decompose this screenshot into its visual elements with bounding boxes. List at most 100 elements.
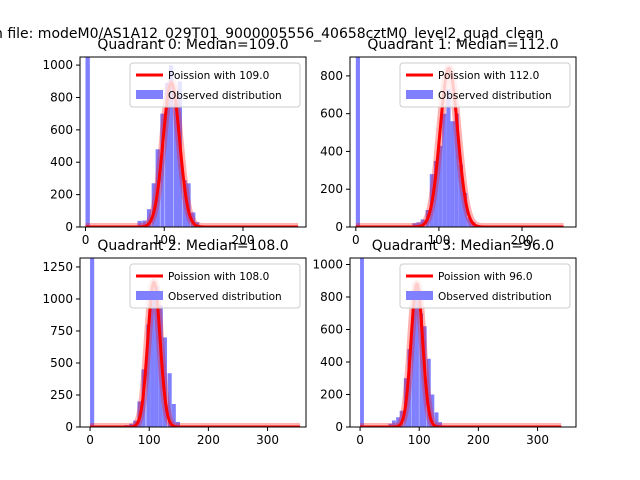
histogram-bar bbox=[85, 57, 90, 227]
axes-frame bbox=[79, 257, 307, 428]
legend: Poission with 96.0 Observed distribution bbox=[399, 263, 571, 309]
x-tick-label: 0 bbox=[82, 233, 90, 247]
x-tick-label: 100 bbox=[153, 233, 176, 247]
y-tick-label: 600 bbox=[320, 107, 343, 121]
legend-box bbox=[129, 263, 301, 309]
plot-area bbox=[352, 57, 568, 227]
y-tick-label: 800 bbox=[50, 90, 73, 104]
subplot-1: Quadrant 1: Median=112.0 0 100 200 0 200 400 60… bbox=[320, 37, 577, 247]
histogram-bar bbox=[411, 305, 416, 427]
axes-frame bbox=[79, 56, 307, 228]
histogram-bar bbox=[430, 394, 435, 427]
histogram-bar bbox=[162, 337, 167, 427]
histogram-bar bbox=[167, 373, 172, 427]
legend-box bbox=[129, 62, 301, 108]
histogram-bar bbox=[412, 223, 417, 227]
plot-area bbox=[81, 57, 302, 227]
y-tick-label: 500 bbox=[50, 356, 73, 370]
histogram-bar bbox=[407, 349, 412, 427]
histogram-bar bbox=[191, 212, 196, 227]
legend: Poission with 108.0 Observed distribution bbox=[129, 263, 301, 309]
x-tick-label: 300 bbox=[526, 433, 549, 447]
y-tick-label: 1000 bbox=[42, 58, 73, 72]
legend-bar-swatch bbox=[406, 291, 433, 300]
y-tick-label: 800 bbox=[320, 69, 343, 83]
y-tick-label: 400 bbox=[50, 155, 73, 169]
legend-bar-swatch bbox=[136, 291, 163, 300]
y-tick-label: 750 bbox=[50, 324, 73, 338]
y-tick-label: 0 bbox=[335, 420, 343, 434]
histogram-bar bbox=[392, 420, 396, 427]
y-tick-label: 400 bbox=[320, 355, 343, 369]
histogram-bar bbox=[171, 403, 176, 427]
histogram-bar bbox=[446, 89, 451, 227]
histogram-bar bbox=[416, 222, 421, 227]
histogram-bar bbox=[388, 423, 393, 427]
legend-entry: Poission with 112.0 bbox=[438, 70, 539, 82]
x-tick-label: 0 bbox=[356, 433, 364, 447]
y-tick-label: 0 bbox=[335, 220, 343, 234]
histogram-bar bbox=[151, 183, 156, 227]
histogram-bar bbox=[355, 57, 360, 227]
axes-frame bbox=[349, 56, 577, 228]
poisson-curve bbox=[84, 81, 300, 227]
x-tick-label: 100 bbox=[138, 433, 161, 447]
x-tick-label: 0 bbox=[352, 233, 360, 247]
histogram-bar bbox=[160, 113, 165, 227]
histogram-bar bbox=[426, 358, 431, 427]
legend: Poission with 112.0 Observed distribution bbox=[399, 62, 571, 108]
axes-frame bbox=[349, 257, 577, 428]
y-tick-label: 1000 bbox=[312, 258, 343, 272]
histogram-bar bbox=[463, 193, 468, 227]
histogram-bar bbox=[467, 217, 472, 227]
histogram-bar bbox=[165, 82, 170, 227]
histogram-bar bbox=[137, 220, 142, 227]
legend-entry: Observed distribution bbox=[438, 90, 552, 102]
legend-box bbox=[399, 263, 571, 309]
histogram-bar bbox=[175, 421, 180, 427]
histogram-bar bbox=[433, 160, 439, 227]
subplot-grid: Quadrant 0: Median=109.0 0 100 200 0 200 400 60… bbox=[42, 37, 577, 447]
histogram-bar bbox=[434, 412, 439, 427]
subplot-title: Quadrant 1: Median=112.0 bbox=[367, 37, 558, 53]
y-tick-label: 200 bbox=[320, 182, 343, 196]
subplot-title: Quadrant 0: Median=109.0 bbox=[97, 37, 288, 53]
histogram-bar bbox=[154, 286, 159, 427]
legend: Poission with 109.0 Observed distribution bbox=[129, 62, 301, 108]
histogram-bar bbox=[150, 296, 155, 427]
histogram-bar bbox=[182, 180, 187, 227]
histogram-bar bbox=[450, 121, 455, 227]
figure-title: n file: modeM0/AS1A12_029T01_9000005556_… bbox=[0, 26, 543, 42]
legend-entry: Poission with 96.0 bbox=[438, 271, 533, 283]
histogram-bar bbox=[458, 164, 463, 227]
x-tick-label: 300 bbox=[256, 433, 279, 447]
histogram-bar bbox=[415, 284, 419, 427]
x-tick-label: 200 bbox=[467, 433, 490, 447]
histogram-bar bbox=[173, 103, 179, 227]
x-tick-label: 200 bbox=[232, 233, 255, 247]
histogram-bar bbox=[420, 219, 425, 227]
subplot-title: Quadrant 2: Median=108.0 bbox=[97, 238, 288, 254]
histogram-bar bbox=[438, 422, 442, 427]
y-tick-label: 800 bbox=[320, 290, 343, 304]
legend-entry: Observed distribution bbox=[168, 90, 282, 102]
x-tick-label: 200 bbox=[197, 433, 220, 447]
histogram-bar bbox=[438, 145, 443, 227]
x-tick-label: 100 bbox=[427, 233, 450, 247]
legend-bar-swatch bbox=[406, 90, 433, 99]
histogram-bar bbox=[168, 65, 174, 227]
legend-entry: Poission with 109.0 bbox=[168, 70, 269, 82]
histogram-bar bbox=[454, 113, 459, 227]
x-tick-label: 200 bbox=[511, 233, 534, 247]
y-tick-label: 600 bbox=[320, 323, 343, 337]
y-tick-label: 200 bbox=[320, 388, 343, 402]
subplot-0: Quadrant 0: Median=109.0 0 100 200 0 200 400 60… bbox=[42, 37, 307, 247]
x-tick-label: 100 bbox=[408, 433, 431, 447]
poisson-curve bbox=[354, 66, 565, 227]
subplot-2: Quadrant 2: Median=108.0 0 100 200 300 0 250 50… bbox=[42, 238, 307, 447]
legend-entry: Observed distribution bbox=[438, 291, 552, 303]
y-tick-label: 0 bbox=[65, 420, 73, 434]
histogram-bar bbox=[442, 113, 447, 227]
subplot-3: Quadrant 3: Median=96.0 0 100 200 300 0 200 400… bbox=[312, 238, 577, 447]
